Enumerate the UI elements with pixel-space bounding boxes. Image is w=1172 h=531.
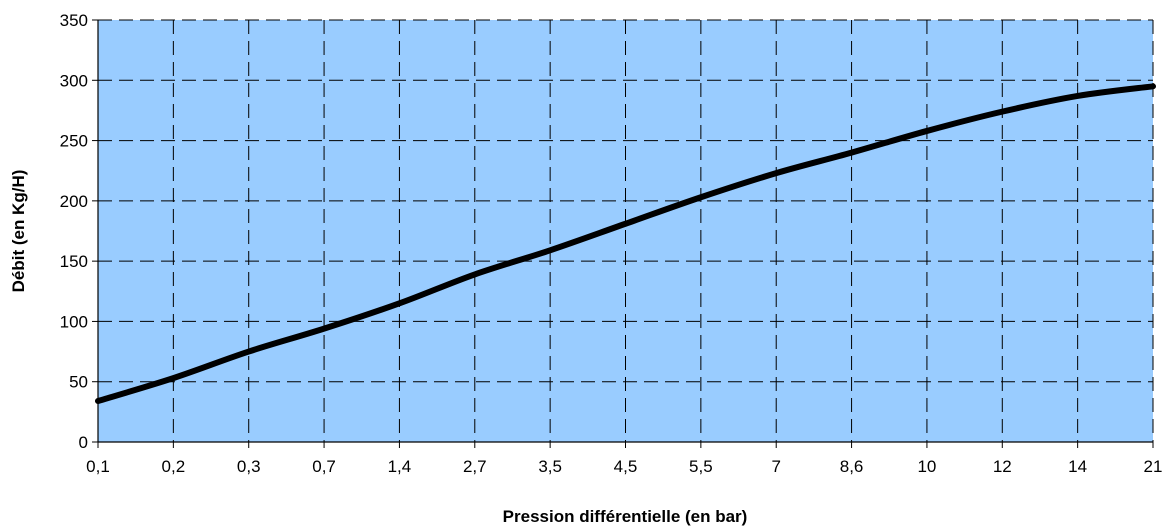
x-tick-label: 10 [917, 457, 936, 476]
y-tick-label: 300 [60, 71, 88, 90]
x-tick-label: 21 [1144, 457, 1163, 476]
x-tick-label: 8,6 [840, 457, 864, 476]
x-tick-labels: 0,1 0,2 0,3 0,7 1,4 2,7 3,5 4,5 5,5 7 8,6 10 12 14 21 [86, 457, 1162, 476]
horizontal-gridlines [98, 19, 1153, 383]
y-tick-label: 0 [79, 433, 88, 452]
vertical-gridlines [172, 20, 1154, 442]
x-tick-label: 0,7 [312, 457, 336, 476]
series-line [95, 83, 1156, 405]
y-axis-title: Débit (en Kg/H) [9, 170, 28, 293]
x-tick-label: 1,4 [388, 457, 412, 476]
x-tick-label: 5,5 [689, 457, 713, 476]
x-tick-label: 7 [771, 457, 780, 476]
y-tick-label: 200 [60, 192, 88, 211]
x-tick-label: 3,5 [538, 457, 562, 476]
y-tick-label: 50 [69, 373, 88, 392]
x-tick-label: 0,1 [86, 457, 110, 476]
x-axis-title: Pression différentielle (en bar) [503, 507, 748, 526]
x-tick-label: 0,2 [162, 457, 186, 476]
y-tick-label: 250 [60, 132, 88, 151]
axes [92, 19, 1154, 448]
x-tick-label: 2,7 [463, 457, 487, 476]
y-tick-label: 150 [60, 252, 88, 271]
y-tick-labels: 0 50 100 150 200 250 300 350 [60, 11, 88, 452]
x-tick-label: 14 [1068, 457, 1087, 476]
x-tick-label: 4,5 [614, 457, 638, 476]
y-tick-label: 350 [60, 11, 88, 30]
y-tick-label: 100 [60, 312, 88, 331]
x-tick-label: 0,3 [237, 457, 261, 476]
x-tick-label: 12 [993, 457, 1012, 476]
